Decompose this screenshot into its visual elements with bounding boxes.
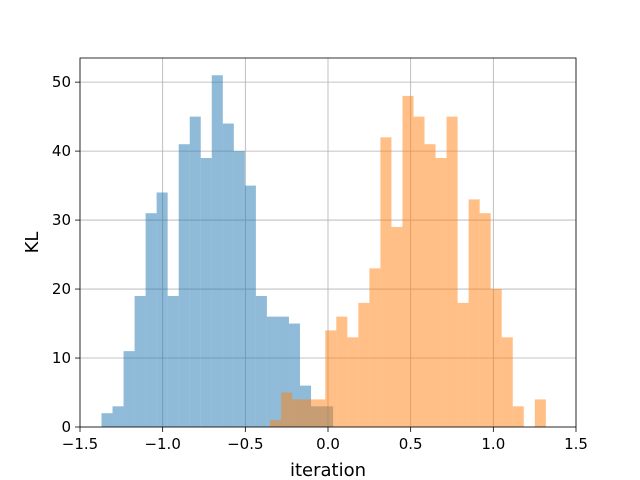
histogram-bar-series-1 (189, 116, 201, 428)
histogram-bar-series-2 (534, 399, 546, 427)
y-axis-label: KL (22, 232, 43, 254)
histogram-bar-series-2 (325, 330, 337, 427)
histogram-bar-series-2 (468, 199, 480, 427)
histogram-bar-series-2 (347, 337, 359, 427)
histogram-bar-series-1 (167, 295, 179, 427)
y-tick-label: 0 (61, 418, 71, 436)
histogram-bar-series-2 (501, 337, 513, 427)
x-tick-label: 0.5 (399, 435, 423, 453)
histogram-bar-series-1 (156, 192, 168, 427)
histogram-bar-series-1 (233, 151, 245, 427)
histogram-bar-series-1 (266, 316, 278, 427)
y-tick-label: 20 (52, 280, 71, 298)
histogram-bar-series-2 (369, 268, 381, 427)
histogram-bar-series-1 (222, 123, 234, 427)
histogram-bar-series-1 (200, 158, 212, 427)
histogram-bar-series-1 (277, 316, 289, 427)
histogram-bar-series-2 (358, 302, 370, 427)
histogram-bar-series-2 (479, 213, 491, 427)
y-tick-label: 50 (52, 73, 71, 91)
histogram-bar-series-2 (314, 399, 326, 427)
histogram-bar-series-2 (380, 137, 392, 428)
x-tick-label: 1.5 (564, 435, 588, 453)
histogram-bar-series-2 (435, 158, 447, 427)
ticks: −1.5 −1.0 −0.5 0.0 0.5 1.0 1.5 0 10 20 30 40 50 (52, 73, 588, 453)
histogram-bar-series-1 (145, 213, 157, 427)
bars (101, 75, 546, 428)
histogram-bar-series-1 (101, 413, 113, 427)
histogram-bar-series-1 (134, 295, 146, 427)
histogram-bar-series-1 (178, 144, 190, 427)
histogram-bar-series-1 (255, 295, 267, 427)
y-tick-label: 10 (52, 349, 71, 367)
histogram-bar-series-2 (303, 399, 315, 427)
histogram-bar-series-2 (512, 406, 524, 427)
histogram-bar-series-2 (391, 226, 403, 427)
histogram-bar-series-1 (244, 185, 256, 427)
x-tick-label: −0.5 (227, 435, 263, 453)
histogram-bar-series-2 (457, 302, 469, 427)
y-tick-label: 30 (52, 211, 71, 229)
x-tick-label: 1.0 (481, 435, 505, 453)
histogram-bar-series-2 (292, 399, 304, 427)
histogram-bar-series-1 (288, 323, 300, 427)
histogram-bar-series-1 (123, 351, 135, 427)
histogram-bar-series-2 (424, 144, 436, 427)
histogram-bar-series-2 (413, 116, 425, 428)
histogram-bar-series-1 (211, 75, 223, 428)
histogram-bar-series-2 (336, 316, 348, 427)
y-tick-label: 40 (52, 142, 71, 160)
histogram-bar-series-2 (446, 116, 458, 428)
histogram-bar-series-2 (402, 95, 414, 428)
histogram-bar-series-2 (490, 289, 502, 427)
x-tick-label: −1.0 (144, 435, 180, 453)
x-axis-label: iteration (290, 460, 366, 480)
x-tick-label: −1.5 (62, 435, 98, 453)
histogram-bar-series-2 (281, 392, 293, 427)
histogram-bar-series-1 (112, 406, 124, 427)
histogram-bar-series-2 (270, 420, 282, 427)
x-tick-label: 0.0 (316, 435, 340, 453)
